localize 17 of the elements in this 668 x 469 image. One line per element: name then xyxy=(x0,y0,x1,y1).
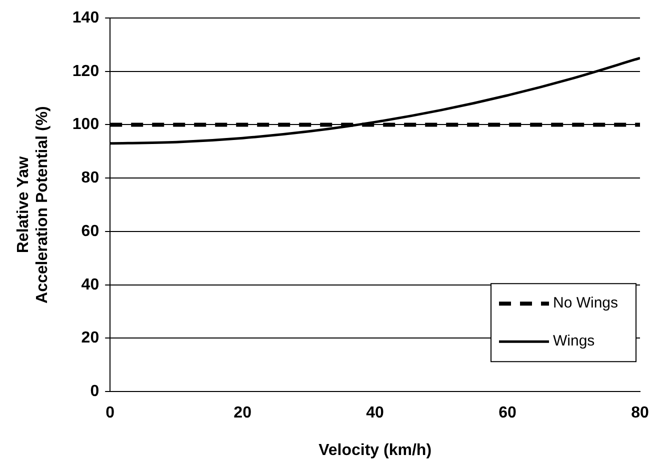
y-tick-label: 40 xyxy=(81,276,100,294)
x-tick-label: 60 xyxy=(498,404,517,422)
y-tick-label: 140 xyxy=(72,9,100,26)
y-tick-label: 0 xyxy=(90,383,100,400)
legend-label: No Wings xyxy=(553,294,618,312)
y-tick-label: 100 xyxy=(72,116,100,134)
x-tick-label: 20 xyxy=(234,404,252,422)
y-axis-title: Relative Yaw Acceleration Potential (%) xyxy=(15,106,52,304)
y-tick-label: 20 xyxy=(81,330,100,347)
legend-label: Wings xyxy=(553,332,595,350)
x-tick-label: 80 xyxy=(631,404,649,422)
y-tick-label: 60 xyxy=(81,222,100,240)
x-tick-label: 0 xyxy=(106,404,115,422)
x-tick-label: 40 xyxy=(366,404,384,422)
y-tick-label: 120 xyxy=(72,62,100,80)
y-tick-label: 80 xyxy=(81,170,100,187)
x-axis-title: Velocity (km/h) xyxy=(318,442,432,459)
